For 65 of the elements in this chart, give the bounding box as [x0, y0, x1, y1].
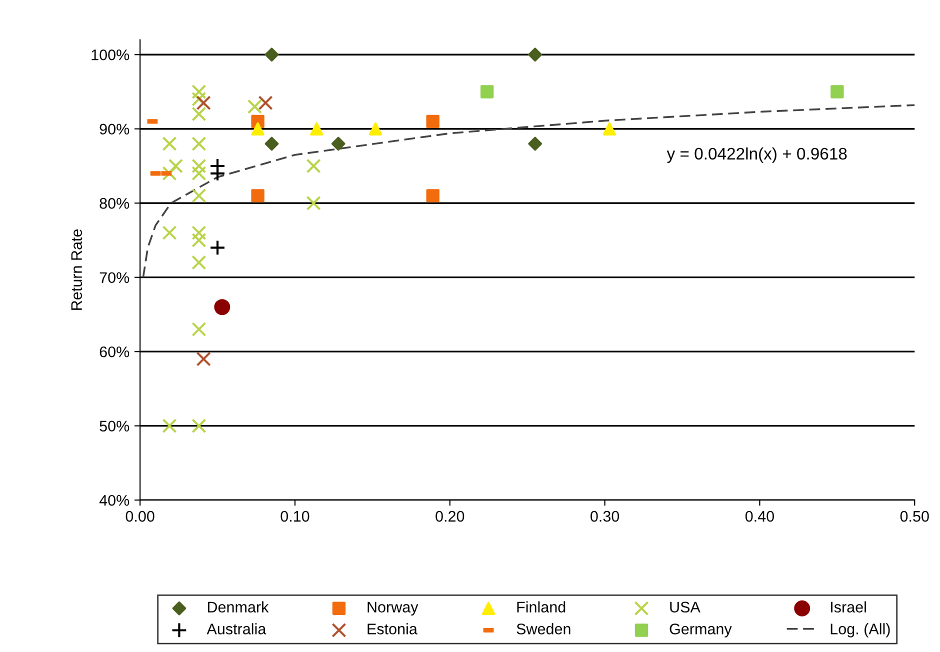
point: [192, 188, 206, 203]
legend-label: USA: [670, 602, 700, 613]
y-tick-label: 90%: [100, 124, 130, 135]
point: [196, 96, 211, 110]
point: [162, 166, 177, 181]
point: [251, 189, 264, 202]
point: [192, 158, 206, 174]
point: [528, 136, 542, 151]
x-tick-label: 0.50: [900, 510, 929, 522]
point: [306, 196, 321, 210]
point: [192, 84, 206, 100]
point: [168, 158, 183, 174]
point: [214, 299, 230, 316]
point: [426, 114, 440, 128]
point: [162, 418, 177, 434]
point: [258, 96, 273, 110]
point: [210, 165, 226, 182]
point: [192, 166, 206, 181]
y-tick-label: 70%: [100, 272, 130, 284]
point: [162, 226, 177, 240]
point: [264, 136, 279, 151]
point: [331, 136, 346, 151]
point: [830, 85, 844, 98]
legend-label: Germany: [670, 624, 732, 638]
point: [162, 136, 177, 152]
x-tick-label: 0.00: [126, 510, 154, 522]
x-tick-label: 0.30: [590, 510, 620, 522]
point: [192, 92, 206, 106]
point: [602, 122, 616, 136]
point: [247, 99, 262, 114]
legend-label: Sweden: [516, 623, 570, 634]
point: [192, 226, 206, 240]
legend-label: Norway: [368, 602, 418, 616]
point: [368, 122, 382, 136]
legend-label: Israel: [831, 601, 866, 613]
point: [306, 158, 321, 174]
y-tick-label: 40%: [99, 494, 130, 506]
legend-label: Log. (All): [830, 623, 890, 638]
y-tick-label: 80%: [100, 198, 130, 209]
point: [192, 136, 206, 152]
point: [528, 48, 542, 62]
point: [192, 106, 206, 122]
point: [251, 122, 264, 136]
y-tick-label: 50%: [100, 420, 130, 432]
point: [426, 189, 440, 202]
y-tick-label: 100%: [92, 49, 130, 60]
point: [480, 85, 494, 98]
legend-label: Finland: [517, 601, 566, 613]
point: [192, 232, 206, 248]
point: [192, 322, 206, 337]
point: [192, 255, 206, 270]
x-tick-label: 0.40: [745, 510, 774, 522]
point: [310, 122, 324, 136]
legend-label: Australia: [206, 623, 266, 634]
annotation: y = 0.0422ln(x) + 0.9618: [666, 147, 847, 163]
legend-label: Estonia: [368, 623, 418, 634]
point: [264, 48, 279, 62]
y-tick-label: 60%: [100, 346, 130, 358]
x-tick-label: 0.10: [280, 510, 310, 522]
point: [210, 240, 226, 256]
point: [192, 418, 206, 434]
point: [196, 352, 211, 366]
y-axis-title: Return Rate: [71, 229, 82, 310]
legend-label: Denmark: [208, 601, 269, 613]
x-tick-label: 0.20: [436, 510, 464, 522]
